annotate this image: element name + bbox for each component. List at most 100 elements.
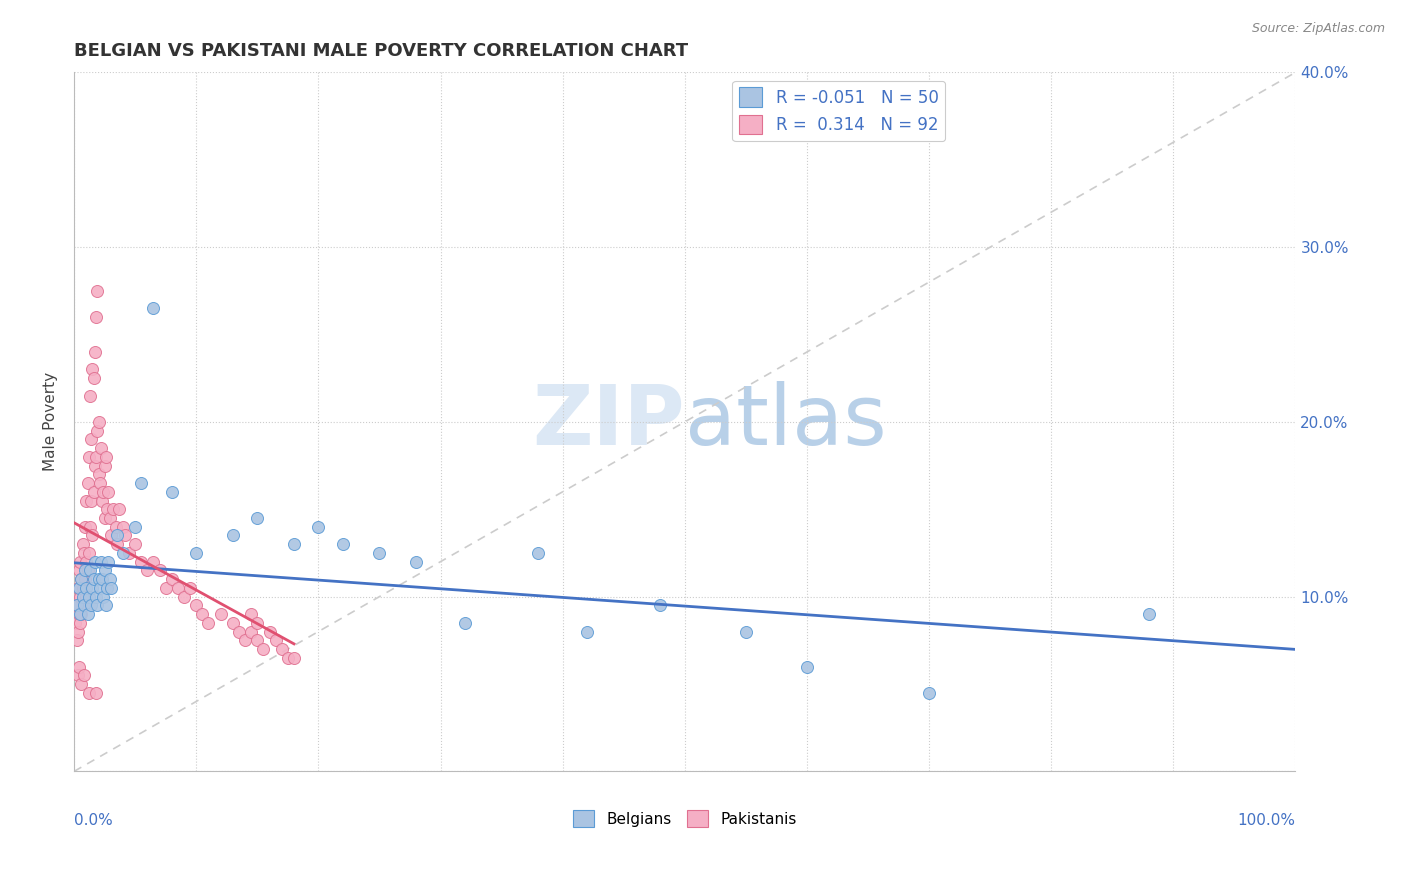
Point xyxy=(93,590,115,604)
Point xyxy=(283,650,305,665)
Point xyxy=(87,467,110,482)
Point xyxy=(796,659,818,673)
Point xyxy=(155,581,177,595)
Point xyxy=(73,668,96,682)
Point xyxy=(93,484,115,499)
Point xyxy=(86,424,108,438)
Point xyxy=(1137,607,1160,621)
Point xyxy=(246,615,269,630)
Point xyxy=(65,633,87,648)
Point xyxy=(129,476,152,491)
Point xyxy=(65,599,87,613)
Point xyxy=(69,590,91,604)
Point xyxy=(80,599,103,613)
Point xyxy=(246,511,269,525)
Point xyxy=(94,599,117,613)
Point xyxy=(173,590,195,604)
Point xyxy=(75,572,97,586)
Text: Source: ZipAtlas.com: Source: ZipAtlas.com xyxy=(1251,22,1385,36)
Point xyxy=(277,650,299,665)
Point xyxy=(734,624,756,639)
Point xyxy=(270,642,292,657)
Point xyxy=(97,555,120,569)
Point xyxy=(73,599,96,613)
Point xyxy=(67,563,90,577)
Point xyxy=(246,633,269,648)
Point xyxy=(93,563,115,577)
Point xyxy=(80,433,103,447)
Point xyxy=(67,659,90,673)
Point xyxy=(454,615,477,630)
Point xyxy=(90,441,112,455)
Point xyxy=(82,528,104,542)
Point xyxy=(83,484,105,499)
Point xyxy=(77,450,100,464)
Point xyxy=(142,301,165,316)
Point xyxy=(96,502,118,516)
Point xyxy=(67,607,90,621)
Point xyxy=(75,563,97,577)
Point xyxy=(307,520,329,534)
Point xyxy=(228,624,250,639)
Point xyxy=(89,476,111,491)
Point xyxy=(65,615,87,630)
Point xyxy=(72,590,94,604)
Point xyxy=(149,563,172,577)
Y-axis label: Male Poverty: Male Poverty xyxy=(44,372,58,472)
Point xyxy=(222,615,245,630)
Point xyxy=(118,546,141,560)
Point xyxy=(84,686,107,700)
Point xyxy=(79,389,101,403)
Point xyxy=(650,599,672,613)
Point xyxy=(576,624,599,639)
Point xyxy=(65,599,87,613)
Point xyxy=(77,686,100,700)
Point xyxy=(197,615,219,630)
Point xyxy=(75,555,97,569)
Point xyxy=(264,633,287,648)
Point xyxy=(136,563,159,577)
Point xyxy=(76,476,98,491)
Point xyxy=(105,528,128,542)
Point xyxy=(240,624,263,639)
Point xyxy=(105,537,128,551)
Point xyxy=(124,537,146,551)
Point xyxy=(209,607,232,621)
Point xyxy=(167,581,190,595)
Point xyxy=(86,599,108,613)
Point xyxy=(69,615,91,630)
Point xyxy=(114,528,136,542)
Point xyxy=(84,590,107,604)
Point xyxy=(72,581,94,595)
Point xyxy=(83,371,105,385)
Point xyxy=(80,493,103,508)
Point xyxy=(66,581,89,595)
Point xyxy=(69,555,91,569)
Point xyxy=(111,546,134,560)
Point xyxy=(82,362,104,376)
Point xyxy=(100,528,122,542)
Point xyxy=(67,581,90,595)
Point xyxy=(90,555,112,569)
Point xyxy=(87,572,110,586)
Text: BELGIAN VS PAKISTANI MALE POVERTY CORRELATION CHART: BELGIAN VS PAKISTANI MALE POVERTY CORREL… xyxy=(75,42,688,60)
Point xyxy=(84,310,107,324)
Point xyxy=(83,345,105,359)
Point xyxy=(70,572,93,586)
Text: 100.0%: 100.0% xyxy=(1237,814,1295,829)
Point xyxy=(111,520,134,534)
Point xyxy=(179,581,201,595)
Point xyxy=(100,581,122,595)
Point xyxy=(98,511,121,525)
Point xyxy=(82,581,104,595)
Point xyxy=(142,555,165,569)
Point xyxy=(87,415,110,429)
Point xyxy=(70,572,93,586)
Point xyxy=(94,450,117,464)
Point xyxy=(76,607,98,621)
Point xyxy=(76,563,98,577)
Point xyxy=(79,520,101,534)
Point xyxy=(75,493,97,508)
Point xyxy=(108,502,131,516)
Point xyxy=(233,633,256,648)
